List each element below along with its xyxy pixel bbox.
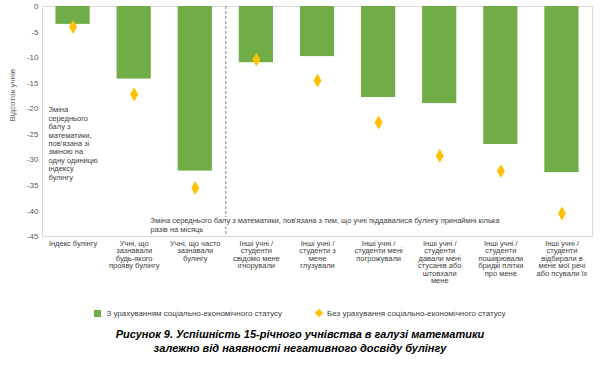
svg-text:-5: -5 [31, 28, 39, 37]
svg-text:-35: -35 [27, 181, 39, 190]
svg-text:-25: -25 [27, 130, 39, 139]
svg-text:Інші учні /студентидавали мені: Інші учні /студентидавали меністусанів а… [418, 239, 461, 286]
svg-text:0: 0 [34, 2, 39, 11]
svg-text:Учні, що частозазнавалибулінгу: Учні, що частозазнавалибулінгу [170, 239, 220, 263]
svg-text:Змінасередньогобалу зматематик: Змінасередньогобалу зматематики,пов'язан… [49, 105, 99, 181]
html-text:Рисунок 9. Успішність 15-річно: Рисунок 9. Успішність 15-річного учнівст… [115, 328, 485, 354]
svg-text:Учні, щозазнавалибудь-якогопро: Учні, щозазнавалибудь-якогопрояву булінг… [109, 239, 160, 271]
svg-text:Інші учні /студенти зменеглузу: Інші учні /студенти зменеглузували [299, 239, 336, 271]
svg-text:Інші учні /студенти меніпогрож: Інші учні /студенти меніпогрожували [354, 239, 403, 263]
html-text:Без урахування соціально-еконо: Без урахування соціально-економічного ст… [327, 308, 506, 318]
svg-text:-10: -10 [27, 53, 39, 62]
svg-text:Зміна середнього балу з матема: Зміна середнього балу з математики, пов'… [151, 216, 501, 234]
svg-text:-15: -15 [27, 79, 39, 88]
svg-text:-45: -45 [27, 232, 39, 241]
svg-text:Інші учні /студентисвідомо мен: Інші учні /студентисвідомо менеігнорувал… [233, 239, 280, 271]
svg-text:Інші учні /студентипоширювалиб: Інші учні /студентипоширювалибридкі пліт… [478, 239, 523, 278]
svg-text:Відсоток учнів: Відсоток учнів [8, 69, 17, 122]
html-text:З урахуванням соціально-економ: З урахуванням соціально-економічного ста… [106, 308, 283, 318]
svg-text:-30: -30 [27, 155, 39, 164]
svg-text:Індекс булінгу: Індекс булінгу [49, 239, 98, 248]
svg-text:Інші учні /студентивідбирали в: Інші учні /студентивідбирали вмене мої р… [537, 239, 588, 278]
svg-text:-40: -40 [27, 207, 39, 216]
svg-text:-20: -20 [27, 104, 39, 113]
